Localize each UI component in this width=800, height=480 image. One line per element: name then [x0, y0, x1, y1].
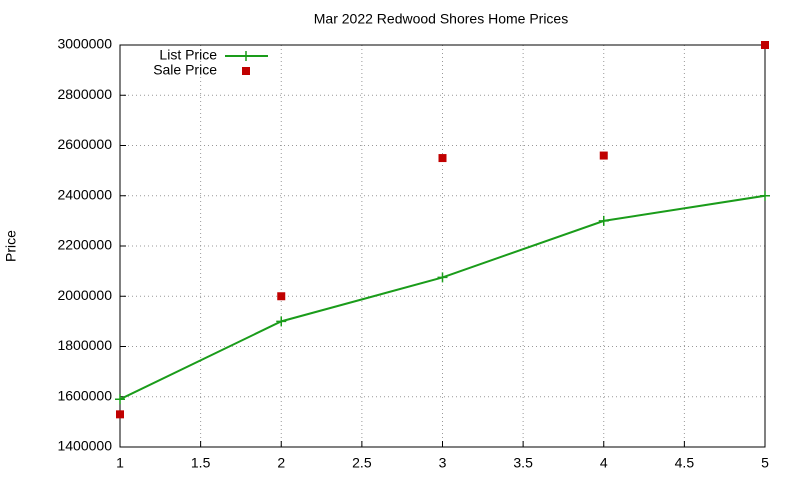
- x-tick-label: 3: [439, 455, 447, 471]
- x-tick-label: 5: [761, 455, 769, 471]
- legend-marker: [242, 67, 250, 75]
- x-tick-label: 1: [116, 455, 124, 471]
- x-tick-label: 2: [277, 455, 285, 471]
- y-tick-label: 1400000: [57, 438, 112, 454]
- plot-border: [119, 44, 766, 448]
- data-point: [277, 292, 286, 301]
- y-tick-label: 2000000: [57, 287, 112, 303]
- y-tick-label: 1800000: [57, 337, 112, 353]
- data-point: [276, 316, 287, 327]
- data-point: [598, 215, 609, 226]
- x-tick-label: 4: [600, 455, 608, 471]
- y-tick-label: 2400000: [57, 186, 112, 202]
- data-point: [599, 151, 608, 160]
- x-tick-label: 3.5: [513, 455, 533, 471]
- data-point: [761, 41, 769, 49]
- x-tick-label: 1.5: [191, 455, 211, 471]
- y-tick-label: 2600000: [57, 136, 112, 152]
- legend-label: List Price: [159, 47, 217, 63]
- legend-label: Sale Price: [153, 62, 217, 78]
- data-point: [116, 410, 124, 419]
- y-axis-label: Price: [3, 230, 19, 262]
- y-tick-label: 2200000: [57, 237, 112, 253]
- y-tick-label: 3000000: [57, 36, 112, 52]
- data-point: [437, 272, 448, 283]
- x-tick-label: 2.5: [352, 455, 372, 471]
- chart-title: Mar 2022 Redwood Shores Home Prices: [314, 11, 568, 27]
- y-tick-label: 2800000: [57, 86, 112, 102]
- data-point: [115, 394, 125, 405]
- x-tick-label: 4.5: [675, 455, 695, 471]
- data-point: [438, 154, 447, 163]
- y-tick-label: 1600000: [57, 387, 112, 403]
- legend-marker: [241, 51, 251, 61]
- data-point: [760, 190, 770, 201]
